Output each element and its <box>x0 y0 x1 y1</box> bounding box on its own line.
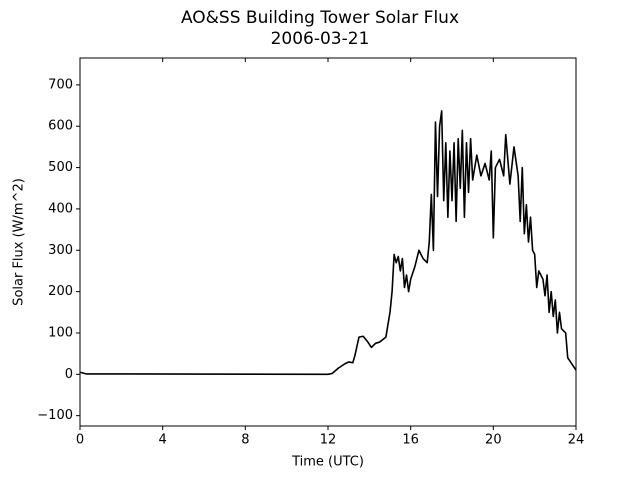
y-tick-label: 200 <box>48 284 73 299</box>
data-line <box>79 110 577 376</box>
y-axis-label: Solar Flux (W/m^2) <box>12 178 27 306</box>
chart-subtitle: 2006-03-21 <box>271 29 370 49</box>
x-tick-label: 24 <box>568 433 585 448</box>
y-tick-label: 500 <box>48 160 73 175</box>
x-tick-label: 0 <box>76 433 84 448</box>
y-tick-label: 100 <box>48 325 73 340</box>
x-tick-label: 16 <box>402 433 419 448</box>
chart-title: AO&SS Building Tower Solar Flux <box>181 8 459 28</box>
y-tick-label: 600 <box>48 119 73 134</box>
x-tick-label: 8 <box>241 433 249 448</box>
y-tick-label: 700 <box>48 77 73 92</box>
plot-frame <box>79 57 577 427</box>
x-tick-label: 4 <box>159 433 167 448</box>
y-tick-label: −100 <box>37 408 73 423</box>
x-axis-label: Time (UTC) <box>291 455 364 470</box>
y-tick-label: 300 <box>48 243 73 258</box>
y-tick-label: 0 <box>65 367 73 382</box>
x-tick-label: 20 <box>485 433 502 448</box>
x-tick-label: 12 <box>320 433 337 448</box>
y-tick-label: 400 <box>48 201 73 216</box>
